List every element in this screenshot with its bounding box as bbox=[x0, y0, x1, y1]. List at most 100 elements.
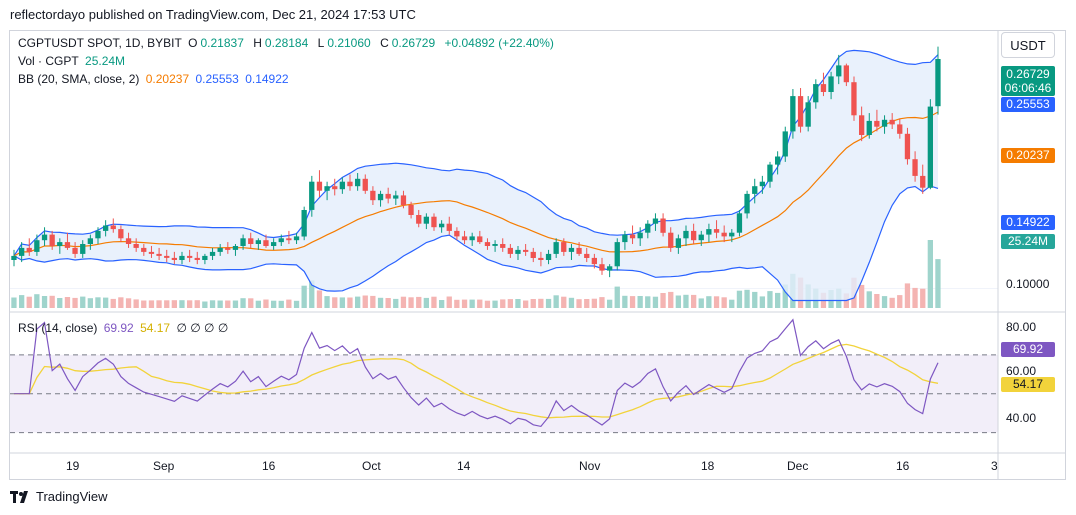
candle-body bbox=[607, 266, 613, 271]
candle-body bbox=[202, 255, 208, 260]
candle-body bbox=[355, 178, 361, 187]
candle-body bbox=[125, 238, 132, 244]
candle-body bbox=[385, 193, 391, 199]
volume-bar bbox=[118, 297, 124, 308]
volume-label[interactable]: Vol · CGPT bbox=[18, 54, 79, 68]
volume-bar bbox=[408, 297, 414, 308]
candle-body bbox=[652, 218, 659, 224]
candle-body bbox=[599, 264, 605, 271]
volume-bar bbox=[125, 298, 132, 308]
volume-bar bbox=[362, 295, 368, 308]
candle-body bbox=[813, 84, 819, 103]
candle-body bbox=[706, 229, 712, 235]
candle-body bbox=[393, 195, 399, 199]
candle-body bbox=[156, 253, 162, 256]
candle-body bbox=[309, 181, 315, 210]
candle-body bbox=[57, 242, 63, 246]
high-value: 0.28184 bbox=[264, 36, 309, 50]
time-tick: 19 bbox=[66, 459, 80, 473]
candle-body bbox=[523, 249, 529, 252]
volume-bar bbox=[874, 294, 880, 308]
bb-lower-tag: 0.14922 bbox=[1001, 215, 1055, 230]
candle-body bbox=[461, 236, 468, 241]
volume-bar bbox=[599, 297, 605, 308]
volume-bar bbox=[912, 287, 918, 308]
candle-body bbox=[95, 230, 101, 239]
volume-bar bbox=[72, 297, 78, 308]
candle-body bbox=[240, 238, 246, 246]
candle-body bbox=[629, 234, 636, 239]
candle-body bbox=[782, 131, 788, 157]
volume-bar bbox=[889, 297, 895, 308]
candle-body bbox=[797, 96, 804, 127]
volume-bar bbox=[691, 294, 697, 308]
rsi-ma-tag: 54.17 bbox=[1001, 377, 1055, 392]
candle-body bbox=[874, 120, 880, 127]
volume-bar bbox=[736, 290, 743, 308]
candle-body bbox=[26, 247, 32, 252]
open-value: 0.21837 bbox=[200, 36, 244, 50]
candle-body bbox=[347, 181, 353, 187]
candle-body bbox=[431, 216, 437, 228]
candle-body bbox=[400, 195, 407, 205]
candle-body bbox=[49, 234, 55, 246]
volume-bar bbox=[897, 295, 903, 308]
volume-bar bbox=[355, 296, 361, 308]
volume-bar bbox=[232, 300, 239, 308]
volume-bar bbox=[683, 294, 689, 308]
volume-bar bbox=[286, 299, 292, 308]
candle-body bbox=[19, 247, 25, 256]
volume-bar bbox=[194, 300, 200, 308]
bb-fill bbox=[14, 50, 938, 301]
candle-body bbox=[225, 247, 231, 250]
time-tick: Nov bbox=[579, 459, 601, 473]
candle-body bbox=[576, 247, 582, 254]
volume-bar bbox=[26, 296, 32, 308]
volume-bar bbox=[385, 298, 391, 308]
candle-body bbox=[553, 242, 559, 254]
candle-body bbox=[423, 216, 429, 224]
volume-bar bbox=[19, 295, 25, 308]
volume-bar bbox=[729, 299, 735, 308]
volume-bar bbox=[927, 240, 933, 308]
candle-body bbox=[187, 255, 193, 258]
volume-bar bbox=[698, 298, 704, 308]
tradingview-logo[interactable]: TradingView bbox=[10, 489, 108, 504]
volume-bar bbox=[782, 284, 788, 308]
volume-bar bbox=[515, 299, 521, 308]
volume-bar bbox=[339, 297, 345, 308]
volume-bar bbox=[301, 285, 307, 308]
candle-body bbox=[477, 236, 483, 243]
publish-caption: reflectordayo published on TradingView.c… bbox=[10, 7, 416, 22]
candle-body bbox=[454, 230, 460, 237]
volume-bar bbox=[11, 297, 17, 308]
candle-body bbox=[836, 65, 842, 77]
symbol-legend: CGPTUSDT SPOT, 1D, BYBIT O 0.21837 H 0.281… bbox=[18, 36, 557, 50]
bb-basis-line bbox=[13, 111, 939, 257]
candle-body bbox=[904, 133, 911, 160]
volume-bar bbox=[706, 296, 712, 308]
candle-body bbox=[103, 225, 109, 231]
volume-bar bbox=[523, 300, 529, 308]
bb-label[interactable]: BB (20, SMA, close, 2) bbox=[18, 72, 140, 86]
rsi-label[interactable]: RSI (14, close) bbox=[18, 321, 98, 335]
volume-bar bbox=[263, 299, 269, 308]
candle-body bbox=[767, 164, 773, 182]
volume-bar bbox=[80, 296, 86, 308]
volume-bar bbox=[171, 300, 177, 308]
chart-frame bbox=[9, 30, 1066, 480]
candle-body bbox=[148, 251, 155, 254]
candle-body bbox=[500, 244, 506, 248]
currency-selector[interactable]: USDT bbox=[1001, 32, 1055, 58]
price-tick: 0.10000 bbox=[1006, 277, 1050, 291]
time-tick: 16 bbox=[896, 459, 910, 473]
symbol-name[interactable]: CGPTUSDT SPOT, 1D, BYBIT bbox=[18, 36, 182, 50]
bb-legend: BB (20, SMA, close, 2) 0.20237 0.25553 0… bbox=[18, 72, 292, 86]
candle-body bbox=[217, 247, 223, 252]
candle-body bbox=[790, 96, 796, 132]
volume-bar bbox=[622, 295, 628, 308]
bb-basis-tag: 0.20237 bbox=[1001, 148, 1055, 163]
volume-bar bbox=[545, 298, 552, 308]
volume-bar bbox=[57, 298, 63, 308]
